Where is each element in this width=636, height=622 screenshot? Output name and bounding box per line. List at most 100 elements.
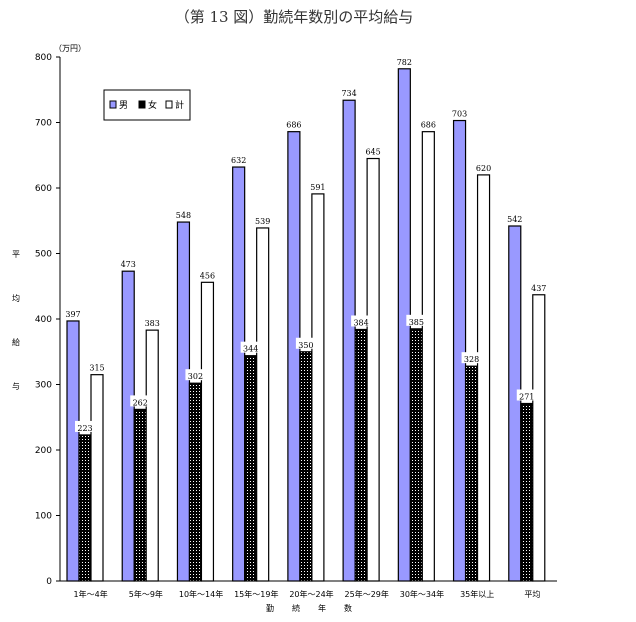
x-axis-label-char: 数 [344,603,352,613]
value-label-female: 223 [77,424,92,433]
bar-male [287,131,301,582]
value-label-female: 384 [353,318,368,327]
value-label-female: 302 [188,372,203,381]
x-axis-label-char: 続 [292,603,300,613]
x-axis-label-char: 年 [318,603,326,613]
bar-male [452,119,467,582]
chart-title: （第 13 図）勤続年数別の平均給与 [175,8,414,26]
bar-female [464,365,479,582]
value-label-male: 782 [397,58,412,67]
value-label-female: 262 [133,398,148,407]
x-tick-label: 35年以上 [460,589,494,599]
bar-female [133,408,147,582]
value-label-total: 686 [421,121,436,130]
y-axis: 0 100 200 300 400 500 600 700 800 [35,53,61,587]
value-label-female: 350 [298,341,313,350]
y-axis-unit: （万円） [54,44,86,53]
value-label-male: 734 [341,89,356,98]
value-label-male: 473 [121,260,136,269]
bar-male [66,320,80,582]
x-tick-label: 20年～24年 [289,589,333,599]
value-label-female: 344 [243,345,258,354]
bar-male [508,225,522,582]
y-tick-label: 600 [35,184,52,194]
y-tick-label: 700 [35,119,52,129]
legend-item-total: 計 [165,99,184,111]
x-tick-label: 25年～29年 [345,589,389,599]
value-label-female: 328 [464,355,479,364]
bar-female [354,328,368,582]
legend-item-female: 女 [138,99,157,111]
y-tick-label: 500 [35,250,52,260]
bar-male [342,99,356,582]
value-label-total: 539 [255,217,270,226]
bar-total [256,227,270,582]
value-label-total: 437 [531,284,546,293]
y-axis-label: 平 均 給 与 [12,250,20,391]
value-label-bg [240,341,261,353]
value-label-bg [516,389,537,401]
bar-total [200,281,215,582]
legend-item-male: 男 [109,100,128,111]
bar-male [121,270,135,582]
value-label-total: 456 [200,271,215,280]
legend-label-total: 計 [175,99,184,111]
x-tick-label: 5年～9年 [129,589,163,599]
y-tick-label: 100 [35,512,52,522]
bar-total [145,329,159,582]
value-label-total: 315 [89,364,104,373]
bar-total [90,374,104,582]
value-label-bg [295,337,316,349]
legend-swatch-female [138,100,146,109]
value-label-male: 548 [176,211,191,220]
bar-female [188,382,203,582]
value-label-total: 383 [145,319,160,328]
x-tick-label: 1年～4年 [74,589,108,599]
value-label-bg [130,395,151,407]
bar-female [299,351,313,582]
y-tick-label: 400 [35,315,52,325]
bar-female [409,328,423,582]
bar-total [421,131,435,582]
y-axis-label-char: 与 [12,382,20,391]
x-axis-label: 勤 続 年 数 [266,603,352,613]
bar-total [366,157,380,582]
x-tick-label: 平均 [524,589,540,599]
legend-swatch-male [109,100,117,109]
bar-male [232,166,246,582]
value-label-bg [75,420,95,432]
value-label-male: 632 [231,156,246,165]
value-label-total: 620 [476,164,491,173]
value-label-bg [461,352,482,364]
bars: 397 223 315 473 262 383 548 302 456 632 344 539 686 3… [65,58,546,582]
legend: 男 女 計 [103,89,191,121]
y-axis-label-char: 給 [12,337,20,347]
legend-box [103,89,191,121]
value-label-male: 703 [452,110,467,119]
value-label-bg [185,369,206,381]
y-axis-label-char: 均 [12,293,20,303]
value-label-female: 271 [519,392,534,401]
legend-swatch-total [165,100,173,109]
value-label-bg [351,315,372,327]
x-tick-label: 15年～19年 [234,589,278,599]
value-label-male: 686 [286,121,301,130]
y-tick-label: 200 [35,446,52,456]
x-axis: 1年～4年 5年～9年 10年～14年 15年～19年 20年～24年 25年～29年 30… [60,580,557,599]
bar-total [532,294,546,582]
bar-female [244,355,258,582]
x-tick-label: 30年～34年 [400,589,444,599]
bar-total [476,174,491,582]
value-label-male: 397 [65,310,80,319]
bar-female [78,434,92,582]
legend-label-male: 男 [119,100,128,111]
bar-male [176,221,191,582]
value-label-bg [406,314,427,326]
y-tick-label: 0 [46,577,52,587]
value-label-total: 645 [365,148,380,157]
value-label-female: 385 [409,318,424,327]
bar-total [311,193,325,582]
value-label-total: 591 [310,183,325,192]
y-axis-label-char: 平 [12,250,20,259]
y-tick-label: 300 [35,381,52,391]
